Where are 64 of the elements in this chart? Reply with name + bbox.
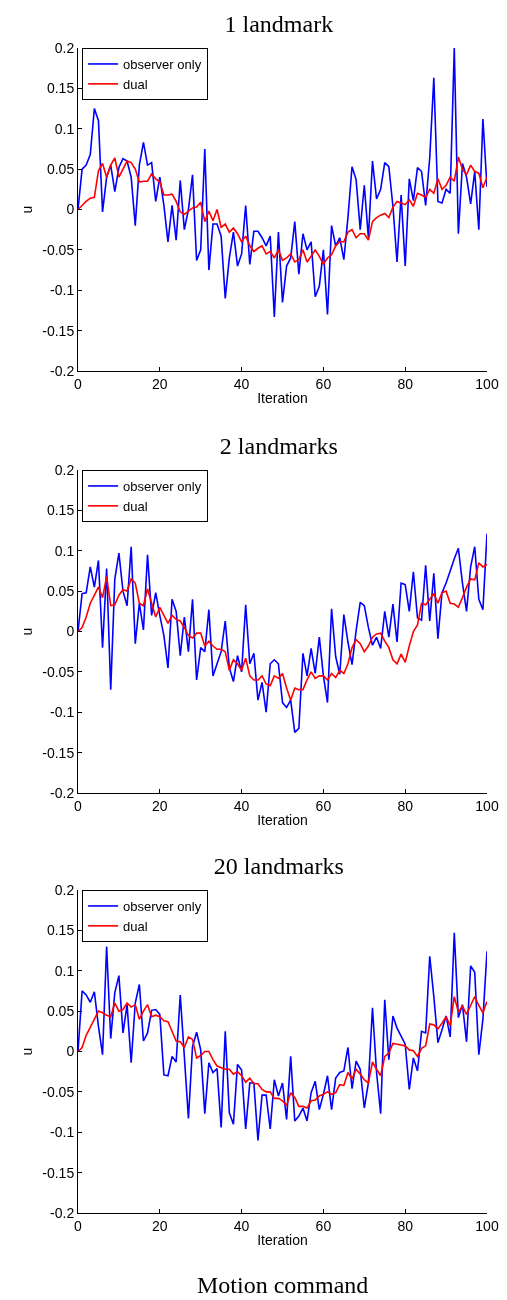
y-axis-title: u xyxy=(18,205,35,214)
x-tick-label: 60 xyxy=(315,375,332,392)
y-tick-label: -0.15 xyxy=(42,1164,75,1181)
x-tick-label: 60 xyxy=(315,797,332,814)
x-axis-title: Iteration xyxy=(257,1232,308,1249)
x-tick-label: 60 xyxy=(315,1217,332,1234)
legend-label: dual xyxy=(123,498,148,514)
y-tick-label: -0.05 xyxy=(42,663,75,680)
x-tick-label: 100 xyxy=(475,1217,499,1234)
x-axis-title: Iteration xyxy=(257,812,308,829)
line-series xyxy=(78,48,487,318)
y-tick-label: 0.15 xyxy=(46,80,75,97)
x-tick-label: 20 xyxy=(152,375,168,392)
text: Motion command xyxy=(197,1272,369,1298)
legend-label: dual xyxy=(123,76,148,92)
y-tick-label: 0.1 xyxy=(54,120,75,137)
legend-label: observer only xyxy=(123,899,202,915)
x-tick-label: 40 xyxy=(233,375,250,392)
line-series xyxy=(78,156,487,266)
y-tick-label: -0.2 xyxy=(50,784,75,801)
legend-label: dual xyxy=(123,918,148,934)
y-tick-label: 0.05 xyxy=(46,161,75,178)
legend-label: observer only xyxy=(123,479,202,495)
line-series xyxy=(78,532,487,734)
x-tick-label: 20 xyxy=(152,797,168,814)
y-tick-label: 0.05 xyxy=(46,1003,75,1020)
y-tick-label: 0 xyxy=(66,201,75,218)
y-tick-label: 0.1 xyxy=(54,542,75,559)
y-tick-label: 0.1 xyxy=(54,962,75,979)
x-tick-label: 40 xyxy=(233,797,250,814)
y-tick-label: -0.2 xyxy=(50,362,75,379)
y-tick-label: -0.1 xyxy=(50,704,75,721)
y-tick-label: -0.1 xyxy=(50,1124,75,1141)
chart-title: 20 landmarks xyxy=(213,853,344,880)
x-tick-label: 100 xyxy=(475,797,499,814)
y-tick-label: 0.2 xyxy=(54,39,75,56)
y-axis-title: u xyxy=(18,627,35,636)
y-tick-label: 0.05 xyxy=(46,583,75,600)
line-series xyxy=(78,562,487,701)
y-tick-label: 0.15 xyxy=(46,502,75,519)
x-tick-label: 100 xyxy=(475,375,499,392)
y-tick-label: -0.15 xyxy=(42,322,75,339)
y-tick-label: -0.15 xyxy=(42,744,75,761)
y-tick-label: 0.2 xyxy=(54,881,75,898)
y-axis-title: u xyxy=(18,1047,35,1056)
y-tick-label: 0.2 xyxy=(54,461,75,478)
legend-label: observer only xyxy=(123,57,202,73)
y-tick-label: -0.05 xyxy=(42,1083,75,1100)
y-tick-label: -0.05 xyxy=(42,241,75,258)
x-tick-label: 80 xyxy=(397,797,414,814)
x-tick-label: 20 xyxy=(152,1217,168,1234)
x-tick-label: 80 xyxy=(397,1217,414,1234)
line-series xyxy=(78,932,487,1142)
x-tick-label: 40 xyxy=(233,1217,250,1234)
y-tick-label: 0.15 xyxy=(46,922,75,939)
x-tick-label: 80 xyxy=(397,375,414,392)
y-tick-label: 0 xyxy=(66,623,75,640)
chart-title: 2 landmarks xyxy=(219,433,338,460)
line-series xyxy=(78,995,487,1109)
y-tick-label: -0.2 xyxy=(50,1204,75,1221)
x-axis-title: Iteration xyxy=(257,390,308,407)
chart-title: 1 landmark xyxy=(224,11,334,38)
y-tick-label: 0 xyxy=(66,1043,75,1060)
y-tick-label: -0.1 xyxy=(50,282,75,299)
